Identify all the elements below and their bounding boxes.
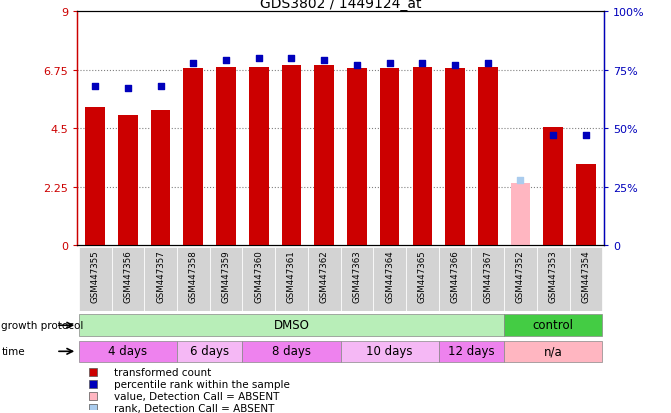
Bar — [85, 108, 105, 245]
Text: GSM447352: GSM447352 — [516, 249, 525, 302]
Text: 12 days: 12 days — [448, 344, 495, 358]
Bar — [275, 247, 308, 311]
Bar — [308, 247, 340, 311]
Bar — [216, 68, 236, 245]
Text: GSM447367: GSM447367 — [483, 249, 493, 302]
Point — [450, 63, 460, 69]
Text: n/a: n/a — [544, 344, 562, 358]
Bar — [439, 341, 504, 362]
Bar — [504, 247, 537, 311]
Text: GSM447363: GSM447363 — [352, 249, 362, 302]
Bar — [118, 116, 138, 245]
Text: GSM447361: GSM447361 — [287, 249, 296, 302]
Text: GSM447358: GSM447358 — [189, 249, 198, 302]
Point — [123, 86, 134, 93]
Point — [88, 405, 99, 412]
Point — [88, 369, 99, 375]
Text: time: time — [1, 346, 25, 356]
Point — [221, 58, 231, 64]
Text: GSM447366: GSM447366 — [450, 249, 460, 302]
Bar — [209, 247, 242, 311]
Text: GSM447359: GSM447359 — [221, 249, 231, 302]
Bar — [79, 247, 111, 311]
Bar — [544, 128, 563, 245]
Bar — [151, 111, 170, 245]
Point — [286, 56, 297, 62]
Bar — [537, 247, 570, 311]
Bar — [576, 165, 596, 245]
Text: growth protocol: growth protocol — [1, 320, 84, 330]
Bar — [340, 247, 373, 311]
Bar — [472, 247, 504, 311]
Text: value, Detection Call = ABSENT: value, Detection Call = ABSENT — [114, 391, 279, 401]
Bar — [282, 65, 301, 245]
Title: GDS3802 / 1449124_at: GDS3802 / 1449124_at — [260, 0, 421, 12]
Text: transformed count: transformed count — [114, 367, 211, 377]
Bar — [79, 341, 177, 362]
Bar — [177, 341, 242, 362]
Text: GSM447355: GSM447355 — [91, 249, 100, 302]
Bar — [570, 247, 603, 311]
Bar — [249, 68, 268, 245]
Text: GSM447356: GSM447356 — [123, 249, 132, 302]
Text: GSM447364: GSM447364 — [385, 249, 394, 302]
Point — [352, 63, 362, 69]
Point — [482, 60, 493, 67]
Bar — [478, 68, 498, 245]
Bar — [406, 247, 439, 311]
Bar — [242, 247, 275, 311]
Text: GSM447365: GSM447365 — [418, 249, 427, 302]
Bar — [111, 247, 144, 311]
Text: percentile rank within the sample: percentile rank within the sample — [114, 379, 290, 389]
Point — [88, 381, 99, 387]
Text: DMSO: DMSO — [274, 318, 309, 332]
Point — [188, 60, 199, 67]
Point — [254, 56, 264, 62]
Text: GSM447360: GSM447360 — [254, 249, 263, 302]
Text: control: control — [533, 318, 574, 332]
Text: GSM447357: GSM447357 — [156, 249, 165, 302]
Bar — [380, 69, 399, 245]
Bar — [446, 69, 465, 245]
Bar — [242, 341, 340, 362]
Bar — [183, 69, 203, 245]
Bar — [314, 65, 334, 245]
Text: GSM447362: GSM447362 — [319, 249, 329, 302]
Text: 8 days: 8 days — [272, 344, 311, 358]
Bar — [340, 341, 439, 362]
Bar — [413, 67, 432, 245]
Text: 6 days: 6 days — [190, 344, 229, 358]
Bar — [504, 315, 603, 336]
Point — [384, 60, 395, 67]
Text: GSM447354: GSM447354 — [581, 249, 590, 302]
Point — [417, 60, 427, 67]
Point — [155, 83, 166, 90]
Point — [88, 393, 99, 400]
Text: rank, Detection Call = ABSENT: rank, Detection Call = ABSENT — [114, 404, 274, 413]
Bar — [439, 247, 472, 311]
Point — [580, 133, 591, 139]
Point — [515, 177, 526, 183]
Bar — [504, 341, 603, 362]
Point — [319, 58, 329, 64]
Text: GSM447353: GSM447353 — [549, 249, 558, 302]
Point — [548, 133, 558, 139]
Bar — [373, 247, 406, 311]
Bar — [347, 69, 367, 245]
Point — [90, 83, 101, 90]
Text: 10 days: 10 days — [366, 344, 413, 358]
Bar — [511, 183, 530, 245]
Bar — [79, 315, 504, 336]
Bar — [177, 247, 209, 311]
Bar — [144, 247, 177, 311]
Text: 4 days: 4 days — [108, 344, 148, 358]
